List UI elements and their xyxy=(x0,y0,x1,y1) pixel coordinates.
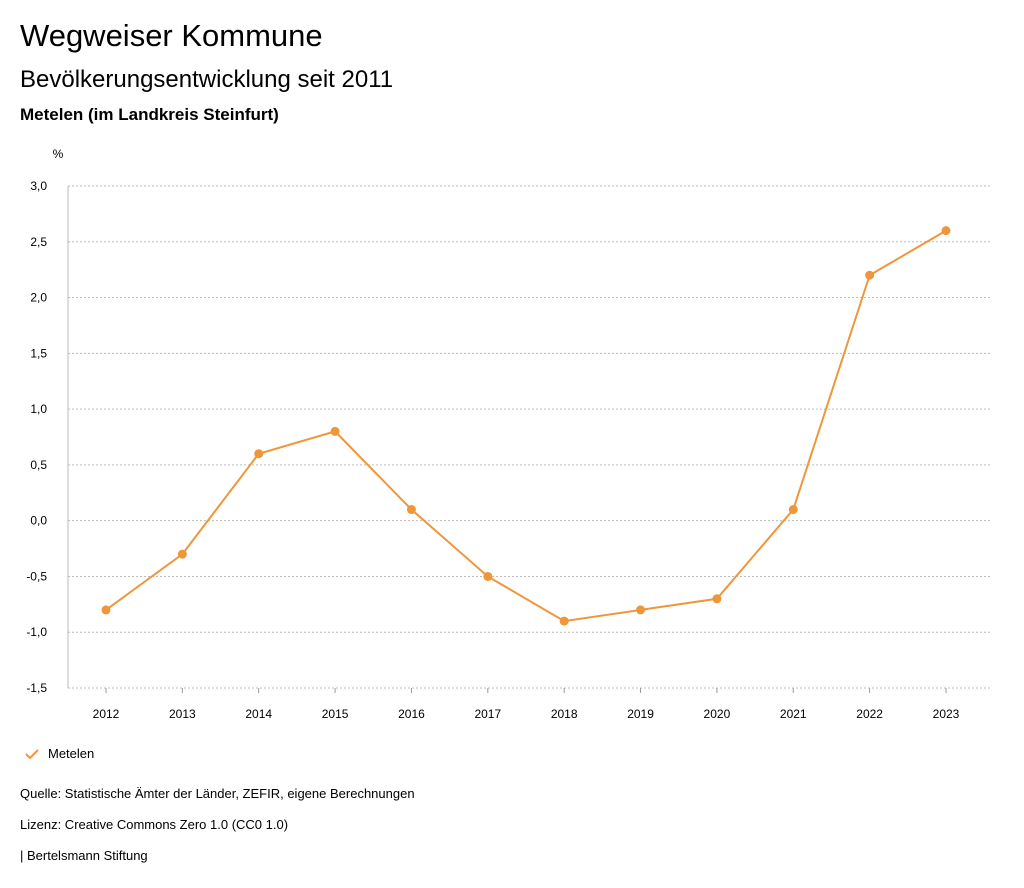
data-point xyxy=(865,270,875,280)
series-line-metelen xyxy=(105,229,947,623)
check-icon xyxy=(25,748,39,759)
data-point xyxy=(406,505,416,515)
x-tick-label: 2016 xyxy=(398,707,425,721)
x-tick-label: 2014 xyxy=(245,707,272,721)
data-point xyxy=(483,571,493,581)
license-note: Lizenz: Creative Commons Zero 1.0 (CC0 1… xyxy=(20,817,289,832)
chart-subtitle: Bevölkerungsentwicklung seit 2011 xyxy=(20,66,394,93)
y-axis-unit: % xyxy=(53,147,64,161)
y-tick-label: 1,0 xyxy=(30,402,47,416)
y-tick-label: 0,5 xyxy=(30,458,47,472)
data-point xyxy=(177,549,187,559)
region-label: Metelen (im Landkreis Steinfurt) xyxy=(20,105,279,124)
y-tick-label: 2,0 xyxy=(30,291,47,305)
x-tick-label: 2020 xyxy=(704,707,731,721)
x-tick-label: 2015 xyxy=(322,707,349,721)
data-point xyxy=(101,605,111,615)
brand-note: | Bertelsmann Stiftung xyxy=(20,848,148,863)
data-point xyxy=(559,616,569,626)
y-tick-label: 2,5 xyxy=(30,235,47,249)
page-title: Wegweiser Kommune xyxy=(20,18,323,53)
x-tick-label: 2023 xyxy=(933,707,960,721)
data-point xyxy=(254,449,264,459)
legend-label-metelen: Metelen xyxy=(48,746,95,761)
x-tick-label: 2022 xyxy=(856,707,883,721)
data-point xyxy=(636,605,646,615)
y-tick-label: -0,5 xyxy=(26,569,47,583)
y-tick-label: -1,5 xyxy=(26,681,47,695)
y-tick-label: 3,0 xyxy=(30,179,47,193)
x-tick-label: 2012 xyxy=(93,707,120,721)
x-tick-label: 2021 xyxy=(780,707,807,721)
y-tick-label: -1,0 xyxy=(26,625,47,639)
x-tick-label: 2013 xyxy=(169,707,196,721)
line-chart: % 3,0 2,5 2,0 1,5 1,0 0,5 0,0 -0,5 -1,0 -1,5 2012 2… xyxy=(26,147,990,721)
legend[interactable]: Metelen xyxy=(24,746,94,761)
x-tick-label: 2017 xyxy=(474,707,501,721)
y-tick-label: 0,0 xyxy=(30,514,47,528)
x-tick-label: 2019 xyxy=(627,707,654,721)
x-tick-label: 2018 xyxy=(551,707,578,721)
data-point xyxy=(788,505,798,515)
data-point xyxy=(330,426,340,436)
data-point xyxy=(712,594,722,604)
data-point xyxy=(941,226,951,236)
source-note: Quelle: Statistische Ämter der Länder, Z… xyxy=(20,786,415,801)
y-tick-label: 1,5 xyxy=(30,346,47,360)
